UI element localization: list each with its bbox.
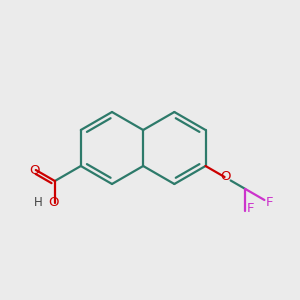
Text: H: H	[34, 196, 42, 209]
Text: O: O	[49, 196, 59, 209]
Text: F: F	[247, 202, 254, 214]
Text: O: O	[220, 170, 231, 184]
Text: F: F	[266, 196, 273, 209]
Text: O: O	[29, 164, 40, 178]
